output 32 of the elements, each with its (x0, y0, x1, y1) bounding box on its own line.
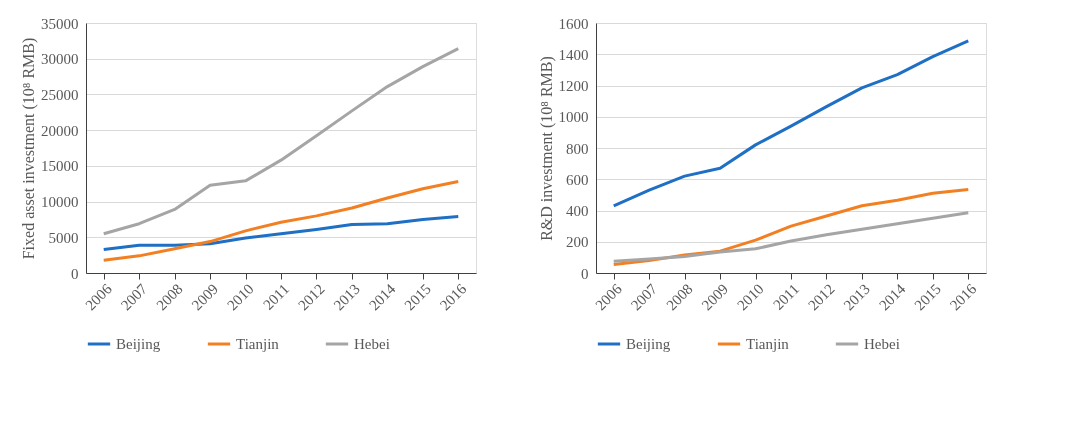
y-axis-title: R&D investment (10⁸ RMB) (537, 56, 556, 241)
line-series (612, 211, 970, 263)
y-tick-label: 15000 (41, 158, 79, 175)
legend-label: Beijing (626, 336, 671, 352)
y-tick-label: 0 (581, 265, 589, 282)
y-tick-label: 1600 (558, 15, 589, 32)
y-tick-label: 20000 (41, 122, 79, 139)
x-tick-label: 2011 (259, 280, 293, 313)
line-series (102, 47, 460, 236)
legend-label: Hebei (354, 336, 390, 352)
x-tick-label: 2011 (769, 280, 803, 313)
y-axis-title: Fixed asset investment (10⁸ RMB) (20, 37, 38, 260)
y-tick-label: 1000 (558, 109, 589, 126)
legend-label: Tianjin (746, 336, 790, 352)
y-tick-label: 800 (566, 140, 589, 157)
legend-label: Hebei (864, 336, 900, 352)
y-tick-label: 400 (566, 203, 589, 219)
y-tick-label: 30000 (41, 51, 79, 68)
legend-label: Beijing (116, 336, 161, 352)
line-series (612, 39, 970, 208)
y-tick-label: 25000 (41, 86, 79, 103)
y-tick-label: 1200 (558, 78, 589, 94)
y-tick-label: 5000 (48, 229, 79, 246)
y-tick-label: 200 (566, 234, 589, 251)
y-tick-label: 35000 (41, 15, 79, 32)
line-series (102, 215, 460, 251)
y-tick-label: 10000 (41, 194, 79, 211)
y-tick-label: 0 (71, 265, 79, 282)
legend-label: Tianjin (236, 336, 280, 352)
line-series (102, 180, 460, 262)
y-tick-label: 600 (566, 171, 589, 188)
y-tick-label: 1400 (558, 46, 589, 63)
